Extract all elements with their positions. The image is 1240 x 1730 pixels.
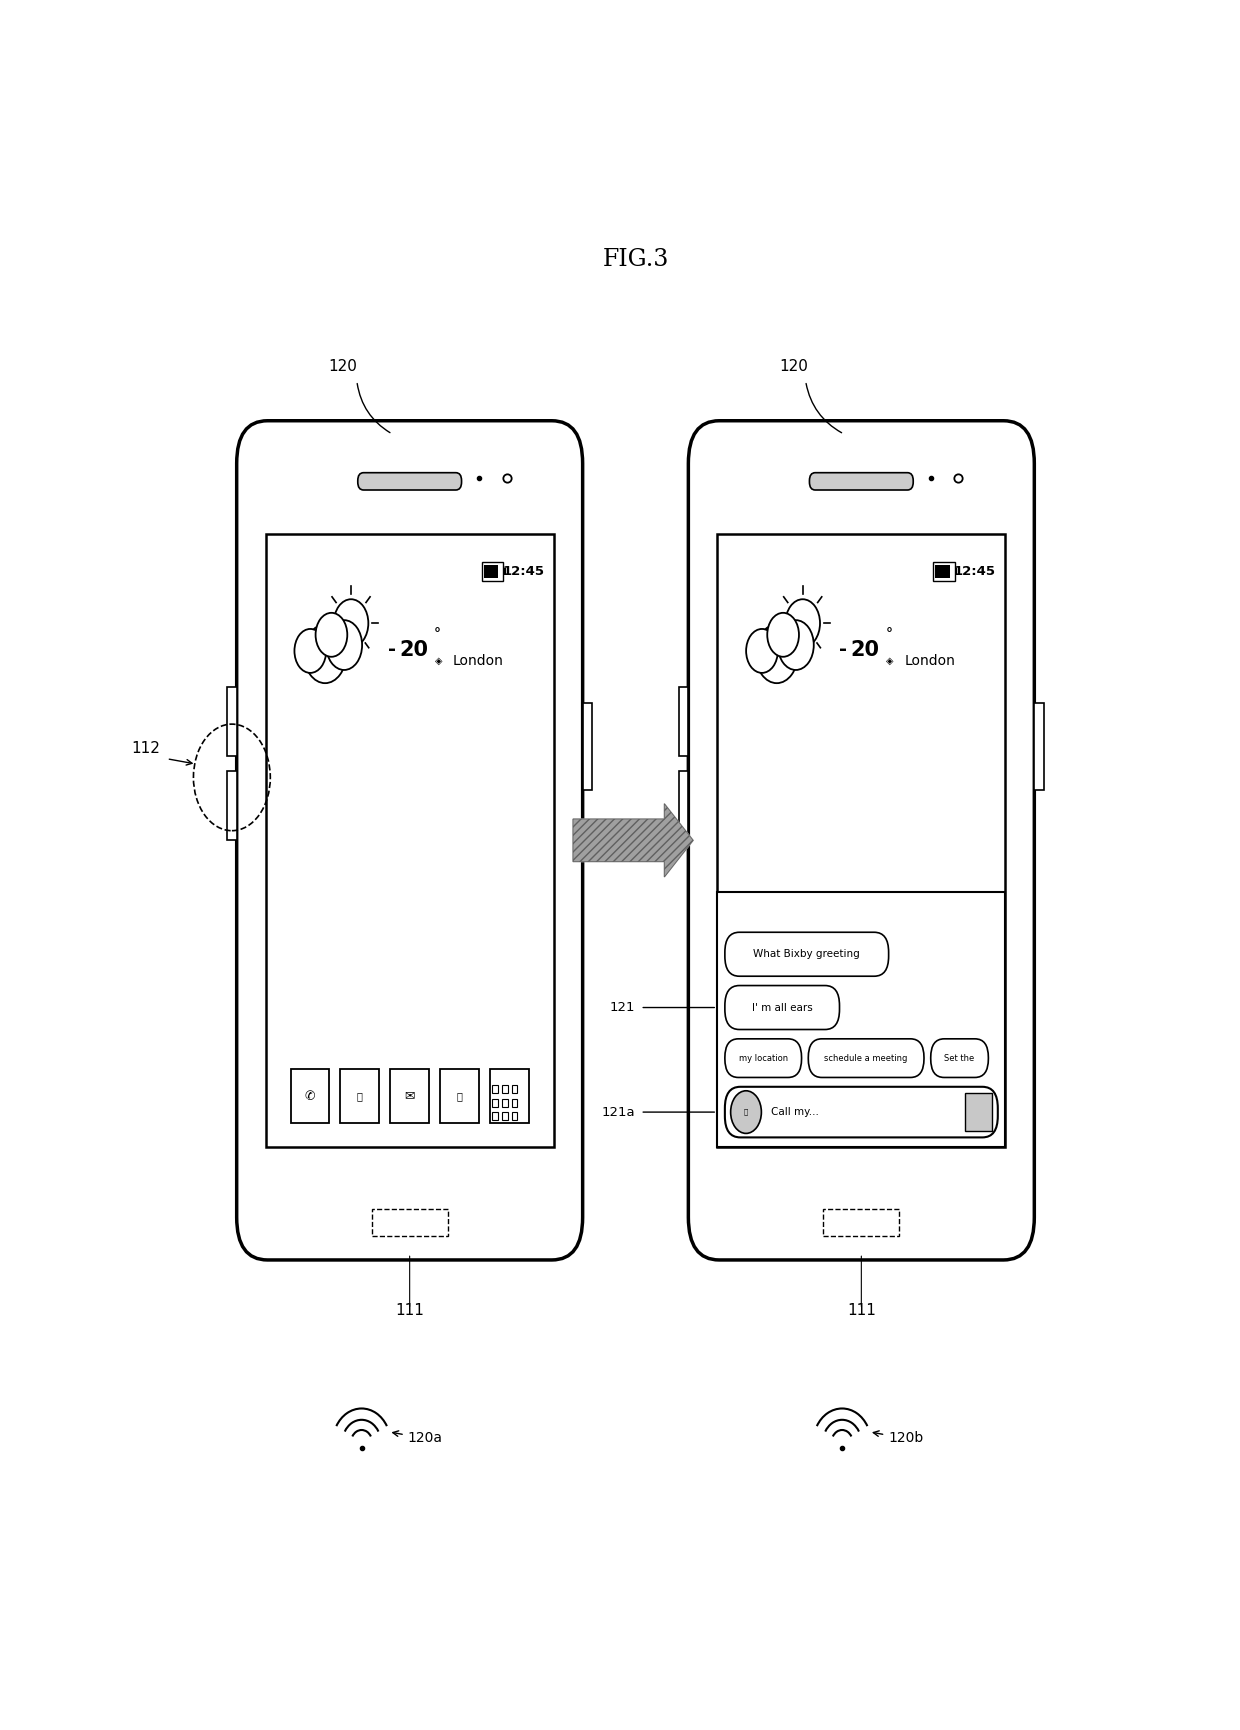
Bar	[492, 1112, 498, 1119]
Bar	[490, 1069, 528, 1123]
FancyBboxPatch shape	[688, 420, 1034, 1259]
Bar	[503, 567, 506, 574]
Bar	[227, 687, 237, 756]
Text: 12:45: 12:45	[954, 564, 996, 578]
Bar	[290, 1069, 329, 1123]
Text: schedule a meeting: schedule a meeting	[825, 1054, 908, 1062]
Bar	[502, 1112, 507, 1119]
Text: 120b: 120b	[873, 1431, 924, 1446]
Bar	[934, 562, 955, 581]
FancyArrow shape	[573, 804, 693, 877]
Bar	[583, 704, 593, 791]
Bar	[512, 1085, 517, 1093]
Circle shape	[334, 599, 368, 647]
Bar	[717, 893, 1006, 1147]
Text: London: London	[904, 654, 956, 668]
Text: 12:45: 12:45	[502, 564, 544, 578]
Bar	[227, 772, 237, 841]
Text: What Bixby greeting: What Bixby greeting	[754, 950, 861, 958]
Text: 20: 20	[851, 640, 879, 659]
Text: ◈: ◈	[435, 656, 443, 666]
Text: Call my...: Call my...	[771, 1107, 818, 1118]
FancyBboxPatch shape	[725, 1086, 998, 1137]
Text: -: -	[839, 640, 847, 659]
Bar	[512, 1112, 517, 1119]
Bar	[965, 1093, 992, 1131]
Text: 111: 111	[396, 1303, 424, 1318]
FancyBboxPatch shape	[725, 1038, 801, 1078]
Circle shape	[785, 599, 820, 647]
Text: 👤: 👤	[357, 1092, 362, 1100]
Text: Set the: Set the	[945, 1054, 975, 1062]
Text: 121: 121	[610, 1002, 635, 1014]
Bar	[502, 1099, 507, 1107]
Text: my location: my location	[739, 1054, 787, 1062]
Text: 112: 112	[131, 740, 160, 756]
FancyBboxPatch shape	[725, 932, 889, 976]
Text: 120: 120	[780, 360, 808, 374]
Bar	[1034, 704, 1044, 791]
Bar	[502, 1085, 507, 1093]
Text: FIG.3: FIG.3	[603, 247, 668, 270]
Bar	[717, 535, 1006, 1147]
FancyBboxPatch shape	[808, 1038, 924, 1078]
Text: 111: 111	[847, 1303, 875, 1318]
Bar	[484, 564, 498, 578]
Text: ◈: ◈	[887, 656, 894, 666]
Circle shape	[326, 619, 362, 670]
FancyBboxPatch shape	[931, 1038, 988, 1078]
Bar	[678, 772, 688, 841]
Bar	[481, 562, 503, 581]
Text: London: London	[453, 654, 503, 668]
Bar	[512, 1099, 517, 1107]
Text: 🎤: 🎤	[744, 1109, 748, 1116]
Bar	[955, 567, 957, 574]
Bar	[492, 1099, 498, 1107]
Circle shape	[304, 625, 346, 683]
Circle shape	[746, 630, 777, 673]
Text: 121a: 121a	[601, 1105, 635, 1119]
Text: 120: 120	[327, 360, 357, 374]
Bar	[391, 1069, 429, 1123]
Bar	[372, 1209, 448, 1235]
Bar	[341, 1069, 379, 1123]
Text: 120a: 120a	[393, 1431, 443, 1446]
FancyBboxPatch shape	[810, 472, 913, 490]
FancyBboxPatch shape	[358, 472, 461, 490]
Text: °: °	[885, 626, 893, 640]
Circle shape	[755, 625, 797, 683]
Bar	[935, 564, 950, 578]
Bar	[492, 1085, 498, 1093]
Bar	[440, 1069, 479, 1123]
Text: ✆: ✆	[305, 1090, 315, 1102]
Bar	[678, 687, 688, 756]
Text: ✉: ✉	[404, 1090, 415, 1102]
Circle shape	[730, 1092, 761, 1133]
FancyBboxPatch shape	[237, 420, 583, 1259]
Text: 🌐: 🌐	[456, 1092, 463, 1100]
Circle shape	[294, 630, 326, 673]
Text: °: °	[434, 626, 440, 640]
Circle shape	[777, 619, 813, 670]
Circle shape	[768, 612, 799, 657]
Bar	[823, 1209, 899, 1235]
Text: 20: 20	[399, 640, 428, 659]
Bar	[265, 535, 554, 1147]
Text: I' m all ears: I' m all ears	[751, 1002, 812, 1012]
Text: -: -	[388, 640, 396, 659]
Circle shape	[316, 612, 347, 657]
FancyBboxPatch shape	[725, 986, 839, 1029]
